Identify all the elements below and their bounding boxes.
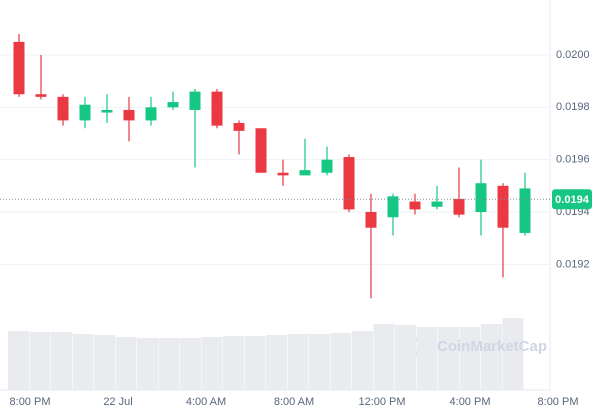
volume-bar: [158, 338, 180, 390]
candle: [299, 138, 311, 176]
volume-bar: [8, 331, 29, 390]
candle: [519, 172, 531, 236]
volume-bar: [180, 338, 201, 390]
candle: [475, 159, 487, 236]
x-tick-label: 4:00 AM: [186, 396, 226, 407]
candle: [123, 96, 135, 142]
candle: [145, 96, 157, 126]
volume-bar: [137, 338, 158, 390]
candle-body: [101, 109, 113, 113]
x-tick-label: 12:00 PM: [358, 396, 405, 407]
candle: [211, 88, 223, 129]
x-tick-label: 8:00 AM: [274, 396, 314, 407]
volume-bar: [309, 334, 330, 390]
current-price-label: 0.0194: [555, 194, 590, 206]
candle-body: [167, 102, 179, 108]
y-tick-label: 0.0198: [556, 101, 590, 113]
candle: [387, 193, 399, 236]
candle-body: [123, 109, 135, 121]
candle: [101, 94, 113, 124]
candle-body: [13, 41, 25, 95]
candle: [255, 128, 267, 173]
volume-bar: [244, 336, 266, 390]
candle-body: [321, 159, 333, 173]
candle: [35, 54, 47, 100]
candle-body: [453, 198, 465, 215]
candle-body: [387, 196, 399, 218]
volume-bar: [266, 335, 287, 390]
candle: [189, 88, 201, 168]
candle-body: [35, 94, 47, 97]
volume-bar: [72, 334, 94, 390]
candle-body: [57, 96, 69, 121]
candle: [277, 159, 289, 186]
volume-bar: [29, 332, 51, 390]
candle: [497, 183, 509, 278]
candle-body: [519, 188, 531, 233]
candle-body: [211, 91, 223, 126]
candle: [233, 120, 245, 155]
candle-body: [497, 185, 509, 228]
candle: [365, 193, 377, 299]
volume-bar: [51, 332, 72, 390]
volume-bar: [459, 327, 481, 390]
candle: [167, 91, 179, 110]
candle: [453, 167, 465, 218]
candle: [343, 154, 355, 213]
candle-body: [365, 212, 377, 228]
volume-bar: [502, 318, 524, 390]
current-price-badge: [552, 189, 592, 210]
volume-bar: [373, 324, 395, 390]
x-tick-label: 8:00 PM: [538, 396, 579, 407]
candle-body: [475, 183, 487, 213]
candle: [57, 94, 69, 126]
volume-bar: [115, 337, 137, 390]
x-tick-label: 22 Jul: [103, 396, 132, 407]
y-tick-label: 0.0200: [556, 49, 590, 61]
volume-bar: [438, 327, 459, 390]
candle: [431, 185, 443, 210]
volume-bar: [94, 335, 115, 390]
volume-bar: [395, 325, 416, 390]
volume-bar: [330, 333, 352, 390]
candle-body: [189, 91, 201, 110]
candle: [79, 96, 91, 129]
watermark: CoinMarketCap: [437, 338, 547, 355]
candle: [13, 34, 25, 97]
candle-body: [343, 157, 355, 210]
volume-bar: [201, 337, 223, 390]
y-tick-label: 0.0192: [556, 258, 590, 270]
candle-body: [277, 172, 289, 176]
candle: [409, 193, 421, 215]
candle-body: [255, 128, 267, 173]
volume-bar: [481, 324, 502, 390]
candle-body: [233, 123, 245, 131]
x-tick-label: 8:00 PM: [10, 396, 51, 407]
candle-body: [299, 170, 311, 176]
volume-bar: [287, 334, 309, 390]
volume-bar: [223, 336, 244, 390]
volume-bar: [416, 327, 438, 390]
y-tick-label: 0.0196: [556, 154, 590, 166]
candle-body: [431, 201, 443, 207]
candle-body: [145, 107, 157, 121]
candle-body: [409, 201, 421, 210]
candle-body: [79, 104, 91, 121]
candle: [321, 146, 333, 176]
x-tick-label: 4:00 PM: [450, 396, 491, 407]
volume-bar: [352, 331, 373, 390]
